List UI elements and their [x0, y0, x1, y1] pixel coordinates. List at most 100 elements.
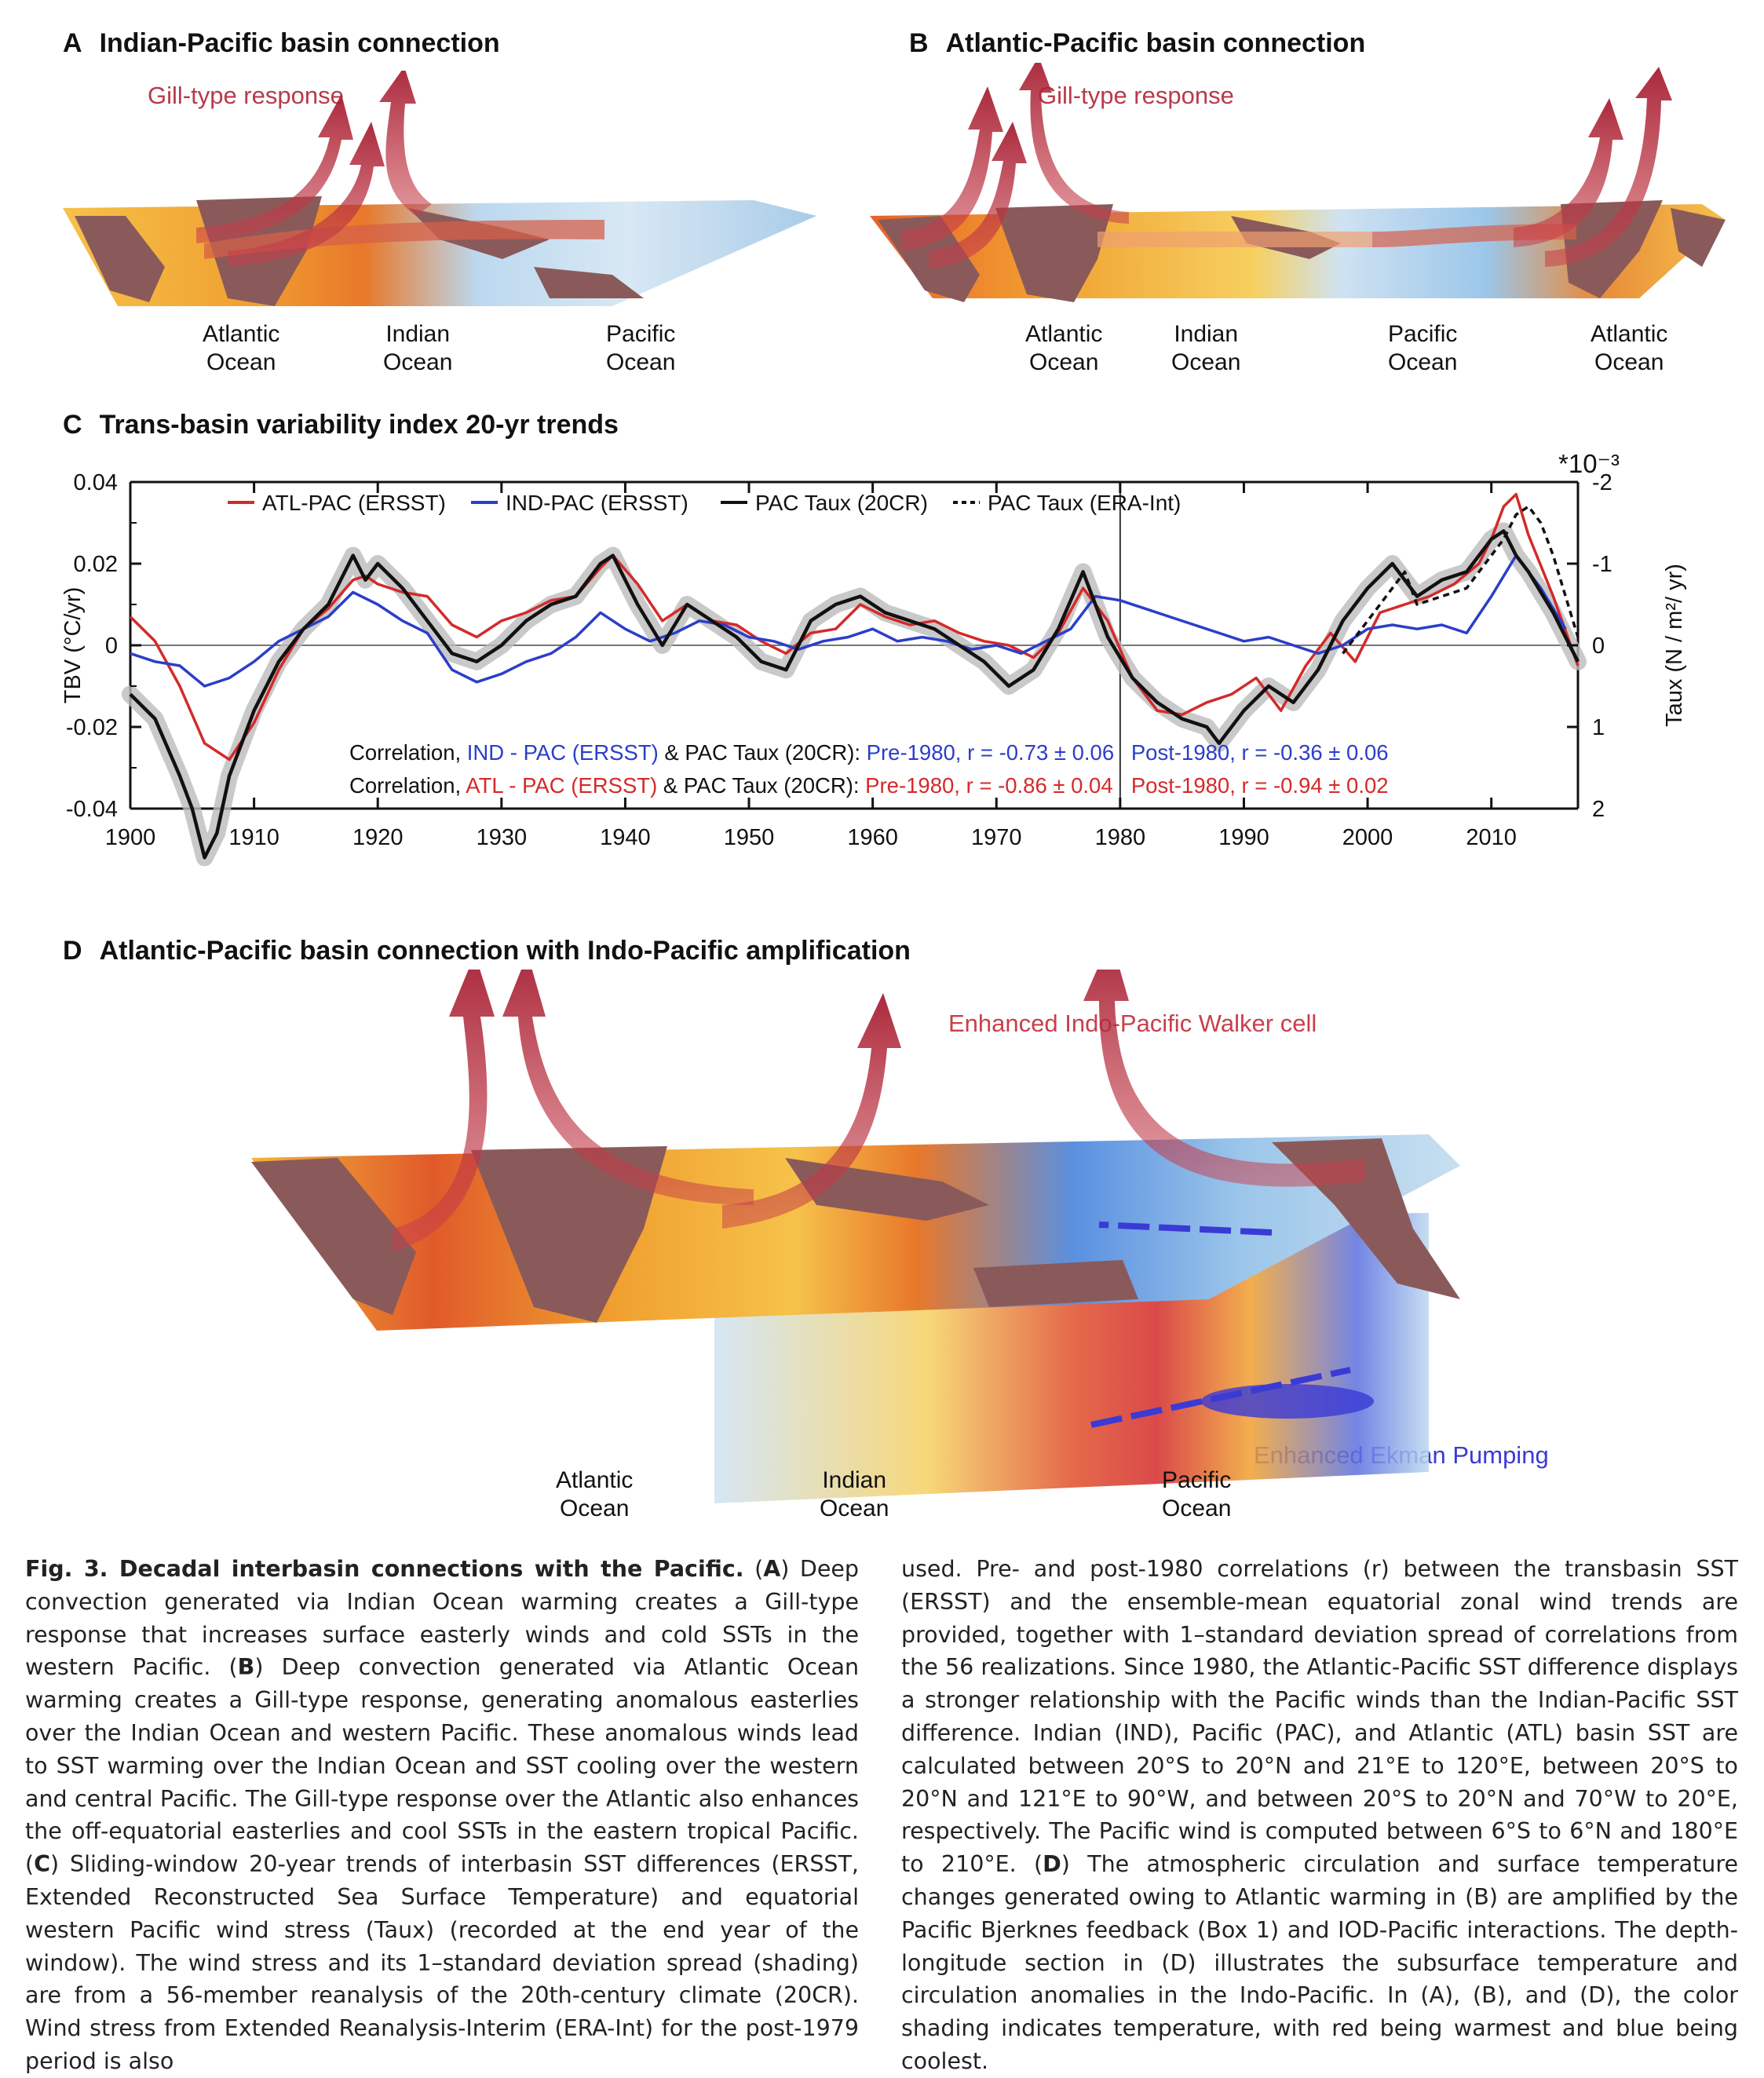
panel-d-walker-arrow [393, 970, 495, 1252]
chart-series [129, 492, 1580, 860]
correlation-line: Correlation, ATL - PAC (ERSST) & PAC Tau… [349, 773, 1113, 798]
x-tick-label: 1940 [600, 825, 651, 850]
caption-run: used. Pre- and post-1980 correlations (r… [901, 1556, 1738, 1878]
correlation-prefix: Correlation, [349, 773, 466, 798]
panel-d-ocean-label: Atlantic Ocean [556, 1467, 634, 1521]
x-tick-label: 1910 [228, 825, 279, 850]
right-scale-note: *10⁻³ [1558, 449, 1620, 478]
panel-b-ocean-label: Indian Ocean [1171, 321, 1241, 375]
caption-right: used. Pre- and post-1980 correlations (r… [901, 1553, 1738, 2078]
x-tick-label: 1970 [971, 825, 1022, 850]
y-tick-label: -0.02 [66, 715, 118, 740]
x-tick-label: 1960 [847, 825, 898, 850]
panel-b-gill-label: Gill-type response [1038, 82, 1234, 109]
panel-b-ocean-label: Atlantic Ocean [1025, 321, 1103, 375]
caption-run: ) Deep convection generated via Atlantic… [25, 1654, 860, 1878]
chart-legend: ATL-PAC (ERSST) IND-PAC (ERSST) PAC Taux (… [228, 491, 1181, 515]
correlation-annotations: Correlation, IND - PAC (ERSST) & PAC Tau… [349, 740, 1389, 798]
panel-c-title-text: Trans-basin variability index 20-yr tren… [99, 410, 619, 440]
correlation-mid: & PAC Taux (20CR): [659, 740, 867, 765]
correlation-mid: & PAC Taux (20CR): [657, 773, 865, 798]
panel-a-map [63, 71, 816, 306]
panel-a-title-text: Indian-Pacific basin connection [99, 28, 500, 58]
correlation-index: IND - PAC (ERSST) [467, 740, 659, 765]
panel-b-map [870, 63, 1726, 302]
y-right-tick-label: 1 [1592, 715, 1605, 740]
panel-b-gill-arrow [901, 86, 1003, 251]
panel-d-wind-arrows [1098, 1222, 1273, 1236]
x-tick-label: 1950 [724, 825, 775, 850]
panel-d-map [251, 970, 1460, 1503]
x-tick-label: 1900 [105, 825, 156, 850]
legend-entry: PAC Taux (20CR) [755, 491, 928, 515]
panel-b-ocean-label: Pacific Ocean [1388, 321, 1458, 375]
legend-entry: PAC Taux (ERA-Int) [988, 491, 1181, 515]
ekman-anomaly [1201, 1384, 1374, 1419]
chart-ticks: 1900 1910 1920 1930 1940 1950 1960 1970 1980 1990… [60, 449, 1687, 850]
caption-right-text: used. Pre- and post-1980 correlations (r… [901, 1553, 1738, 2078]
correlation-index: ATL - PAC (ERSST) [466, 773, 657, 798]
correlation-prefix: Correlation, [349, 740, 467, 765]
panel-a-ocean-label: Atlantic Ocean [203, 321, 280, 375]
x-tick-label: 1990 [1218, 825, 1269, 850]
x-tick-label: 2010 [1466, 825, 1517, 850]
correlation-pre: Pre-1980, r = -0.73 ± 0.06 [867, 740, 1115, 765]
series-line-0 [129, 492, 1580, 761]
x-tick-label: 1920 [352, 825, 404, 850]
panel-b-wind-arrow [1097, 232, 1372, 247]
panel-a-letter: A [63, 28, 82, 58]
panel-b-gill-arrow [1514, 98, 1623, 247]
walker-cell-label: Enhanced Indo-Pacific Walker cell [948, 1010, 1317, 1037]
panel-a-land [534, 267, 644, 298]
panel-a-wind-arrow [204, 220, 604, 259]
caption-run: ) Deep convection generated via Indian O… [25, 1556, 859, 1681]
legend-entry: IND-PAC (ERSST) [506, 491, 688, 515]
caption-run: ) The atmospheric circulation and surfac… [901, 1851, 1738, 2074]
correlation-line: Correlation, IND - PAC (ERSST) & PAC Tau… [349, 740, 1114, 765]
panel-d-walker-arrow [722, 993, 901, 1229]
y-right-tick-label: 0 [1592, 634, 1605, 659]
panel-d-walker-arrow [1083, 970, 1366, 1187]
panel-d-walker-arrow [502, 970, 754, 1205]
panel-d-ocean-label: Indian Ocean [820, 1467, 889, 1521]
panel-b-title: B Atlantic-Pacific basin connection [909, 28, 1365, 59]
panel-d-ocean-label: Pacific Ocean [1162, 1467, 1232, 1521]
x-tick-label: 1930 [477, 825, 528, 850]
panel-b-land [1671, 208, 1726, 267]
caption-run: ) Sliding-window 20-year trends of inter… [25, 1851, 859, 2074]
panel-d-title: D Atlantic-Pacific basin connection with … [63, 936, 911, 966]
panel-ref: C [34, 1851, 51, 1878]
y-tick-label: -0.04 [66, 797, 118, 822]
panel-b-land [1561, 200, 1663, 298]
trend-chart: 1900 1910 1920 1930 1940 1950 1960 1970 1980 1990… [60, 449, 1687, 867]
panel-b-title-text: Atlantic-Pacific basin connection [945, 28, 1366, 58]
panel-ref: A [763, 1556, 781, 1582]
y-right-tick-label: 2 [1592, 797, 1605, 822]
figure-title: Fig. 3. Decadal interbasin connections w… [25, 1556, 744, 1582]
correlation-post: Post-1980, r = -0.36 ± 0.06 [1131, 740, 1389, 765]
correlation-post: Post-1980, r = -0.94 ± 0.02 [1131, 773, 1389, 798]
caption-run: ( [743, 1556, 764, 1582]
panel-b-gill-arrow [929, 122, 1027, 268]
y-tick-label: 0 [105, 634, 118, 659]
y-right-axis-label: Taux (N / m²/ yr) [1662, 564, 1687, 727]
caption-left: Fig. 3. Decadal interbasin connections w… [25, 1553, 859, 2078]
series-line-3 [1342, 505, 1580, 655]
y-tick-label: 0.02 [74, 552, 118, 577]
panel-c-title: C Trans-basin variability index 20-yr tre… [63, 410, 619, 440]
panel-c-letter: C [63, 410, 82, 440]
panel-a-gill-arrow [228, 122, 385, 267]
panel-d-land [251, 1158, 416, 1315]
panel-d-land [973, 1260, 1138, 1307]
y-right-tick-label: -1 [1592, 552, 1612, 577]
panel-b-land [995, 204, 1113, 302]
panel-a-gill-arrow [196, 94, 353, 243]
panel-b-letter: B [909, 28, 929, 58]
y-tick-label: 0.04 [74, 470, 118, 495]
x-tick-label: 1980 [1095, 825, 1146, 850]
panel-a-gill-arrow [379, 71, 432, 216]
panel-b-gill-arrow [1019, 63, 1129, 224]
caption-left-text: Fig. 3. Decadal interbasin connections w… [25, 1553, 859, 2078]
panel-a-gill-label: Gill-type response [148, 82, 344, 109]
panel-d-ekman-arrows [1090, 1367, 1351, 1428]
